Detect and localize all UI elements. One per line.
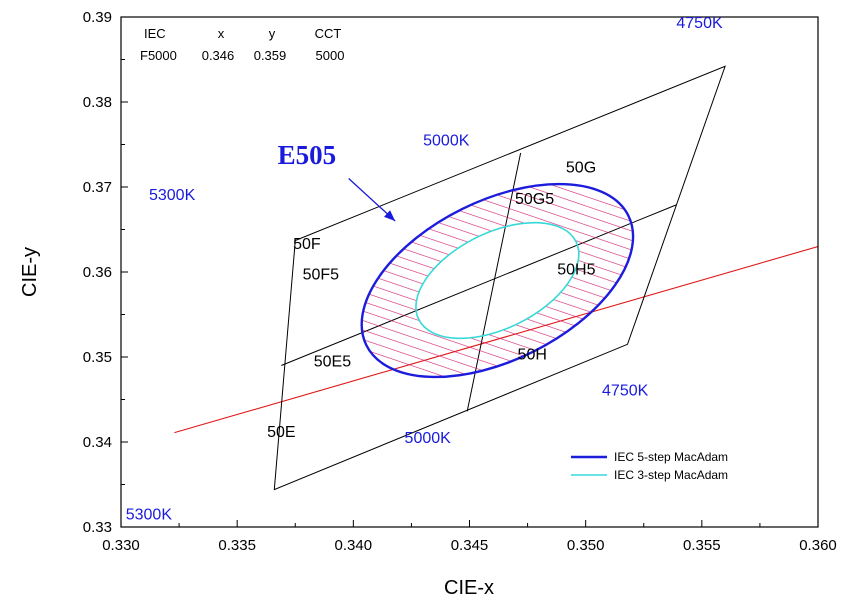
cct-label: 5300K <box>126 506 173 523</box>
cct-label: 5300K <box>149 187 196 204</box>
bin-label-50g: 50G <box>566 160 596 177</box>
y-tick-label: 0.37 <box>83 179 112 196</box>
cct-label: 5000K <box>423 132 470 149</box>
x-tick-label: 0.330 <box>102 537 140 554</box>
bin-label-50g5: 50G5 <box>515 191 554 208</box>
e505-arrow-head <box>383 210 396 221</box>
y-tick-label: 0.38 <box>83 94 112 111</box>
legend-label-3-step: IEC 3-step MacAdam <box>614 468 728 482</box>
x-tick-label: 0.340 <box>335 537 373 554</box>
bin-label-50f: 50F <box>293 236 321 253</box>
bin-label-50f5: 50F5 <box>303 267 340 284</box>
y-axis-title: CIE-y <box>19 247 41 297</box>
y-tick-label: 0.36 <box>83 264 112 281</box>
y-tick-label: 0.35 <box>83 349 112 366</box>
info-header-iec: IEC <box>144 26 166 41</box>
e505-label: E505 <box>278 140 337 170</box>
info-value-x: 0.346 <box>202 48 235 63</box>
ellipse-3-step <box>415 221 580 340</box>
cct-label: 5000K <box>405 430 452 447</box>
x-tick-label: 0.335 <box>218 537 256 554</box>
ellipse-hatched-ring <box>361 184 634 377</box>
info-header-cct: CCT <box>315 26 342 41</box>
info-table: IEC x y CCT F5000 0.346 0.359 5000 <box>140 26 344 63</box>
info-value-y: 0.359 <box>254 48 287 63</box>
x-tick-label: 0.350 <box>567 537 605 554</box>
x-tick-label: 0.360 <box>799 537 837 554</box>
x-axis-title: CIE-x <box>444 577 494 599</box>
y-tick-label: 0.33 <box>83 519 112 536</box>
ellipse-5-step <box>360 182 635 379</box>
bin-label-50h: 50H <box>518 347 547 364</box>
cct-label: 4750K <box>676 15 723 32</box>
info-header-x: x <box>218 26 225 41</box>
bin-label-50e5: 50E5 <box>314 353 351 370</box>
y-tick-label: 0.39 <box>83 9 112 26</box>
info-value-cct: 5000 <box>316 48 345 63</box>
bin-label-50e: 50E <box>267 424 295 441</box>
bin-label-50h5: 50H5 <box>557 262 595 279</box>
legend-label-5-step: IEC 5-step MacAdam <box>614 450 728 464</box>
info-value-name: F5000 <box>140 48 177 63</box>
bin-quadrangle <box>273 65 726 491</box>
x-tick-label: 0.345 <box>451 537 489 554</box>
x-tick-label: 0.355 <box>683 537 721 554</box>
e505-callout: E505 <box>278 140 396 222</box>
cct-label: 4750K <box>602 382 649 399</box>
y-tick-label: 0.34 <box>83 434 112 451</box>
legend: IEC 5-step MacAdam IEC 3-step MacAdam <box>571 450 728 482</box>
info-header-y: y <box>269 26 276 41</box>
